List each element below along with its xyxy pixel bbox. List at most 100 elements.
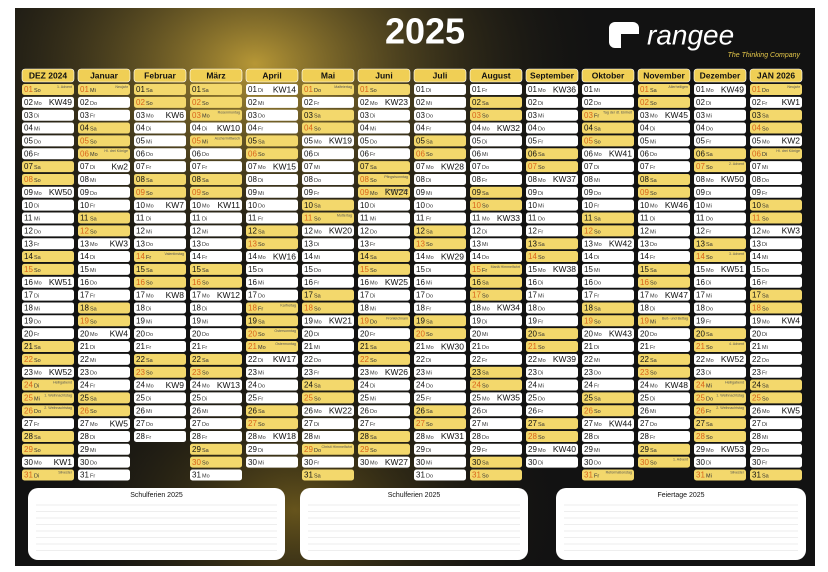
day-cell [302,443,354,455]
holiday-note: Maifeiertag [334,85,352,89]
weekday: Sa [202,178,210,184]
day-cell [694,161,746,173]
weekday: Do [258,114,265,120]
weekday: Do [706,127,713,133]
day-number: 16 [80,278,89,287]
day-cell [526,173,578,185]
day-number: 05 [136,137,145,146]
day-number: 07 [304,162,313,171]
day-number: 12 [640,226,649,235]
weekday: Do [202,152,209,158]
calendar-week: KW28 [441,161,464,171]
day-cell [358,251,410,263]
day-number: 09 [360,188,369,197]
day-cell [358,96,410,108]
weekday: So [146,101,153,107]
day-number: 22 [472,355,481,364]
weekday: Sa [650,358,658,364]
weekday: Di [538,191,543,197]
day-number: 19 [192,316,201,325]
day-number: 02 [360,98,369,107]
day-number: 24 [640,381,649,390]
weekday: Mi [594,268,600,274]
weekday: Fr [762,461,767,467]
weekday: Do [258,294,265,300]
day-number: 07 [752,162,761,171]
day-cell [246,186,298,198]
day-number: 15 [248,265,257,274]
day-number: 10 [360,201,369,210]
weekday: Fr [762,371,767,377]
logo-mark [621,34,639,48]
day-cell [414,109,466,121]
weekday: Do [202,422,209,428]
day-cell [78,84,130,95]
day-number: 12 [472,226,481,235]
weekday: Do [90,101,97,107]
day-number: 21 [24,342,33,351]
weekday: Fr [258,216,263,222]
weekday: Do [202,332,209,338]
day-cell [134,238,186,250]
day-number: 25 [192,394,201,403]
day-cell [78,315,130,327]
weekday: Sa [762,204,770,210]
day-number: 23 [528,368,537,377]
day-number: 08 [360,175,369,184]
day-number: 08 [80,175,89,184]
day-cell [526,251,578,263]
calendar-week: KW52 [49,367,72,377]
weekday: Do [482,165,489,171]
day-cell [750,109,802,121]
day-cell [22,161,74,173]
weekday: Di [34,114,39,120]
day-cell [582,238,634,250]
day-number: 23 [80,368,89,377]
weekday: Fr [706,319,711,325]
day-number: 17 [584,291,593,300]
day-number: 18 [472,304,481,313]
day-cell [22,225,74,237]
day-number: 17 [752,291,761,300]
day-number: 04 [640,124,649,133]
calendar-week: KW1 [782,97,801,107]
day-number: 25 [640,394,649,403]
weekday: Mi [146,319,152,325]
weekday: Fr [482,88,487,94]
weekday: Mi [482,332,488,338]
weekday: Mi [34,396,40,402]
day-cell [638,186,690,198]
weekday: Mi [258,101,264,107]
weekday: Di [706,281,711,287]
weekday: Mi [146,409,152,415]
weekday: So [34,88,41,94]
day-cell [694,225,746,237]
day-cell [22,276,74,288]
weekday: Fr [426,216,431,222]
weekday: Mi [314,345,320,351]
holiday-note: 1. Weihnachtstag [44,393,72,397]
day-number: 24 [584,381,593,390]
weekday: Do [538,216,545,222]
calendar-week: KW11 [217,200,240,210]
day-number: 28 [472,432,481,441]
weekday: Mi [370,396,376,402]
weekday: Mo [370,281,378,287]
day-number: 31 [752,471,761,480]
weekday: Mo [314,319,322,325]
day-cell [526,96,578,108]
day-cell [694,405,746,417]
month-header [693,68,747,83]
weekday: So [650,191,657,197]
day-number: 04 [248,124,257,133]
day-cell [526,84,578,95]
day-number: 01 [696,85,705,94]
weekday: Do [146,242,153,248]
day-cell [414,173,466,185]
day-cell [134,430,186,442]
day-cell [358,135,410,147]
day-number: 04 [24,124,33,133]
day-number: 29 [472,445,481,454]
weekday: Sa [650,448,658,454]
day-cell [638,418,690,430]
